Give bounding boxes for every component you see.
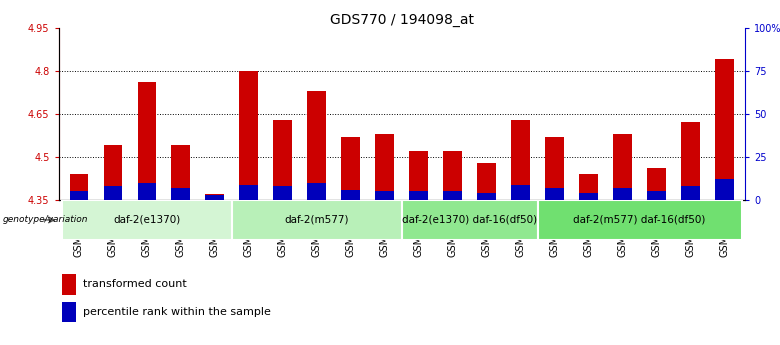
Bar: [69, 191, 88, 200]
Bar: [681, 122, 700, 200]
Bar: [232, 200, 402, 240]
Bar: [62, 274, 76, 295]
Bar: [715, 59, 734, 200]
Bar: [402, 200, 537, 240]
Bar: [410, 151, 428, 200]
Bar: [477, 193, 496, 200]
Text: percentile rank within the sample: percentile rank within the sample: [83, 307, 271, 317]
Text: daf-2(m577) daf-16(df50): daf-2(m577) daf-16(df50): [573, 215, 706, 225]
Bar: [172, 188, 190, 200]
Bar: [613, 188, 632, 200]
Bar: [342, 190, 360, 200]
Bar: [443, 191, 462, 200]
Bar: [69, 174, 88, 200]
Bar: [274, 186, 292, 200]
Bar: [580, 193, 598, 200]
Bar: [62, 200, 232, 240]
Bar: [104, 186, 122, 200]
Bar: [137, 82, 156, 200]
Text: daf-2(m577): daf-2(m577): [285, 215, 349, 225]
Bar: [104, 146, 122, 200]
Bar: [274, 120, 292, 200]
Bar: [62, 302, 76, 322]
Bar: [511, 120, 530, 200]
Bar: [239, 71, 258, 200]
Bar: [545, 188, 564, 200]
Text: transformed count: transformed count: [83, 279, 186, 289]
Title: GDS770 / 194098_at: GDS770 / 194098_at: [330, 12, 473, 27]
Bar: [410, 191, 428, 200]
Bar: [537, 200, 742, 240]
Bar: [307, 183, 326, 200]
Text: daf-2(e1370): daf-2(e1370): [113, 215, 180, 225]
Bar: [205, 195, 224, 200]
Bar: [375, 191, 394, 200]
Bar: [580, 174, 598, 200]
Bar: [647, 168, 666, 200]
Bar: [342, 137, 360, 200]
Bar: [137, 183, 156, 200]
Bar: [613, 134, 632, 200]
Bar: [205, 194, 224, 200]
Text: genotype/variation: genotype/variation: [2, 215, 88, 224]
Bar: [443, 151, 462, 200]
Text: daf-2(e1370) daf-16(df50): daf-2(e1370) daf-16(df50): [402, 215, 537, 225]
Bar: [239, 185, 258, 200]
Bar: [647, 191, 666, 200]
Bar: [307, 91, 326, 200]
Bar: [681, 186, 700, 200]
Bar: [172, 146, 190, 200]
Bar: [477, 163, 496, 200]
Bar: [545, 137, 564, 200]
Bar: [511, 185, 530, 200]
Bar: [375, 134, 394, 200]
Bar: [715, 179, 734, 200]
